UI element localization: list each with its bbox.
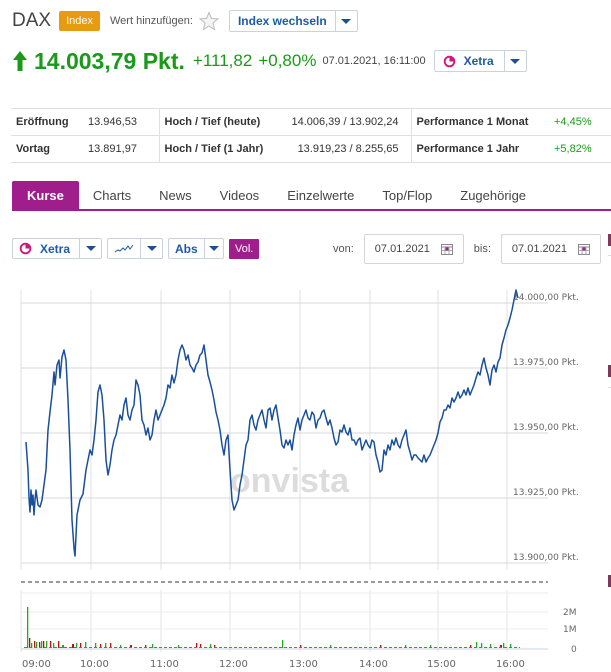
stats-table: Eröffnung 13.946,53 Hoch / Tief (heute) … <box>11 108 611 163</box>
grid <box>20 290 508 652</box>
stat-value: +5,82% <box>549 135 611 163</box>
chart-type-dropdown[interactable] <box>107 238 163 259</box>
table-row: Vortag 13.891,97 Hoch / Tief (1 Jahr) 13… <box>11 135 611 163</box>
svg-text:2M: 2M <box>563 608 577 618</box>
y-axis: 14.000,00 Pkt. 13.975,00 Pkt. 13.950,00 … <box>513 293 579 563</box>
star-icon[interactable] <box>198 11 219 31</box>
exchange-dropdown[interactable]: Xetra <box>433 50 527 72</box>
last-price: 14.003,79 Pkt. <box>34 47 185 74</box>
date-range: von: 07.01.2021 bis: 07.01.2021 <box>333 234 611 264</box>
exchange-icon <box>443 55 455 67</box>
exchange-label: Xetra <box>463 54 494 68</box>
stat-label: Eröffnung <box>11 108 83 136</box>
scale-label: Abs <box>175 241 198 256</box>
chevron-down-icon[interactable] <box>140 239 162 258</box>
x-axis: 09:00 10:00 11:00 12:00 13:00 14:00 15:0… <box>22 659 525 670</box>
tab-kurse[interactable]: Kurse <box>12 181 79 209</box>
svg-text:16:00: 16:00 <box>496 659 525 670</box>
index-switch-dropdown[interactable]: Index wechseln <box>228 10 358 32</box>
tab-bar: Kurse Charts News Videos Einzelwerte Top… <box>12 181 611 211</box>
chevron-down-icon[interactable] <box>503 51 526 71</box>
svg-text:11:00: 11:00 <box>150 659 179 670</box>
calendar-icon[interactable] <box>440 243 453 255</box>
stat-value: +4,45% <box>549 108 611 136</box>
volume-bars <box>24 607 520 648</box>
svg-text:12:00: 12:00 <box>219 659 248 670</box>
exchange-icon <box>19 242 32 255</box>
type-badge: Index <box>59 11 100 31</box>
stat-value: 13.946,53 <box>83 108 159 136</box>
svg-text:09:00: 09:00 <box>22 659 51 670</box>
watermark: onvista <box>230 462 350 500</box>
tab-news[interactable]: News <box>159 187 192 203</box>
arrow-up-icon <box>13 51 27 71</box>
chart-controls: Xetra Abs Vol. <box>12 238 260 259</box>
chevron-down-icon[interactable] <box>334 11 357 31</box>
tab-videos[interactable]: Videos <box>219 187 260 203</box>
price-chart[interactable]: onvista 14.000,00 Pkt. 13.975,00 Pkt. 13… <box>0 280 605 672</box>
chevron-down-icon[interactable] <box>203 239 223 258</box>
to-label: bis: <box>473 243 491 255</box>
line-chart-icon <box>114 244 134 252</box>
scale-dropdown[interactable]: Abs <box>168 238 224 259</box>
price-line <box>25 289 519 557</box>
tab-zugehoerige[interactable]: Zugehörige <box>460 187 527 203</box>
stat-label: Hoch / Tief (1 Jahr) <box>158 135 279 163</box>
table-row: Eröffnung 13.946,53 Hoch / Tief (heute) … <box>11 108 611 136</box>
svg-text:13.900,00 Pkt.: 13.900,00 Pkt. <box>513 553 579 563</box>
calendar-icon[interactable] <box>577 243 590 255</box>
svg-text:13.950,00 Pkt.: 13.950,00 Pkt. <box>513 423 579 433</box>
change-percent: +0,80% <box>258 51 317 70</box>
tab-charts[interactable]: Charts <box>92 187 132 203</box>
stat-value: 13.919,23 / 8.255,65 <box>279 135 411 163</box>
chevron-down-icon[interactable] <box>79 239 101 258</box>
price-row: 14.003,79 Pkt. +111,82 +0,80% 07.01.2021… <box>12 45 527 77</box>
add-to-watchlist-label: Wert hinzufügen: <box>110 15 193 27</box>
change-absolute: +111,82 <box>192 51 253 70</box>
index-switch-label: Index wechseln <box>237 14 327 28</box>
volume-axis: 2M 1M 0 <box>563 608 577 655</box>
stat-label: Vortag <box>11 135 83 163</box>
stat-label: Hoch / Tief (heute) <box>158 108 279 136</box>
price-timestamp: 07.01.2021, 16:11:00 <box>322 55 426 67</box>
tab-einzelwerte[interactable]: Einzelwerte <box>287 187 355 203</box>
stat-label: Performance 1 Jahr <box>410 135 549 163</box>
svg-text:14:00: 14:00 <box>359 659 388 670</box>
instrument-title: DAX <box>12 10 52 31</box>
svg-text:13.925,00 Pkt.: 13.925,00 Pkt. <box>513 488 579 498</box>
stat-label: Performance 1 Monat <box>410 108 549 136</box>
svg-text:0: 0 <box>571 645 577 655</box>
right-sidebar-fragment <box>608 234 611 587</box>
svg-text:13.975,00 Pkt.: 13.975,00 Pkt. <box>513 358 579 368</box>
chart-exchange-label: Xetra <box>40 241 71 256</box>
volume-toggle[interactable]: Vol. <box>229 238 260 259</box>
svg-text:14.000,00 Pkt.: 14.000,00 Pkt. <box>513 293 579 303</box>
svg-text:10:00: 10:00 <box>80 659 109 670</box>
header-row-1: DAX Index Wert hinzufügen: Index wechsel… <box>12 8 358 34</box>
chart-exchange-dropdown[interactable]: Xetra <box>12 238 102 259</box>
stat-value: 13.891,97 <box>83 135 159 163</box>
stat-value: 14.006,39 / 13.902,24 <box>279 108 411 136</box>
from-label: von: <box>333 243 354 255</box>
svg-text:15:00: 15:00 <box>427 659 456 670</box>
svg-text:13:00: 13:00 <box>289 659 318 670</box>
tab-top-flop[interactable]: Top/Flop <box>382 187 433 203</box>
to-date-input[interactable]: 07.01.2021 <box>500 234 601 264</box>
from-date-input[interactable]: 07.01.2021 <box>363 234 464 264</box>
svg-text:1M: 1M <box>563 625 577 635</box>
